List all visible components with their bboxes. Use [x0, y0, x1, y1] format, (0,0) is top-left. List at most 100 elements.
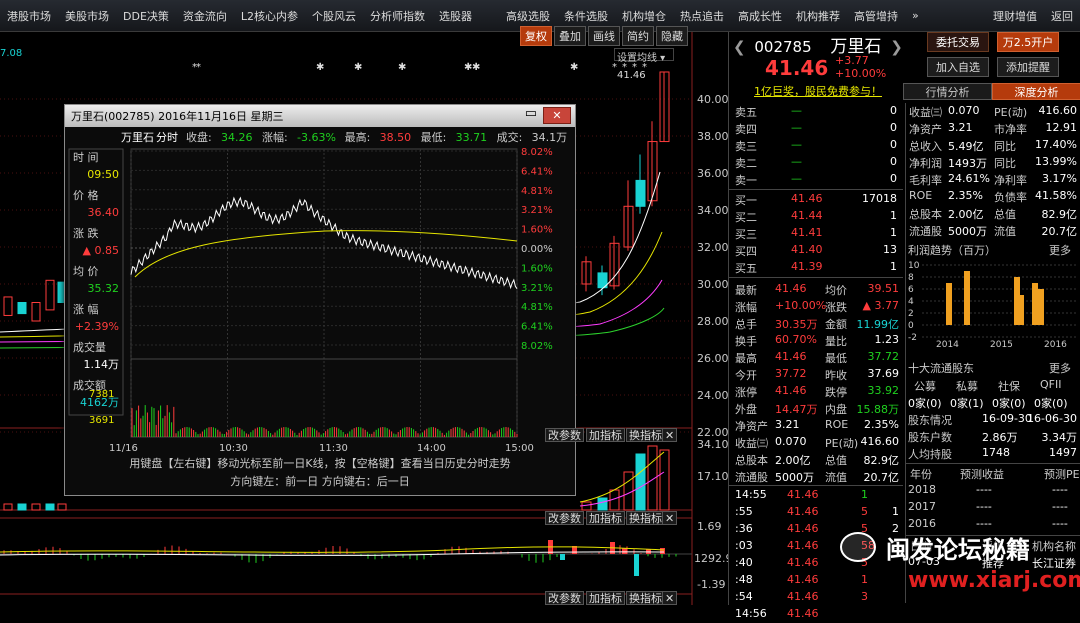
profit-trend-header: 利润趋势（百万） 更多 — [906, 241, 1080, 258]
quote-row: 外盘 14.47万 内盘 15.88万 — [729, 400, 903, 417]
add-watchlist-button[interactable]: 加入自选 — [927, 57, 989, 77]
pct-axis-tick: 3.21% — [521, 205, 553, 216]
info-label: 成交额 — [73, 378, 106, 392]
sub-panel-button-2[interactable]: 换指标 — [626, 511, 665, 525]
pct-axis-tick: 4.81% — [521, 186, 553, 197]
candle-body — [659, 71, 670, 143]
sub-panel-button-3[interactable]: ✕ — [662, 591, 678, 605]
wechat-icon — [840, 532, 876, 562]
menu-item-10[interactable]: 机构增仓 — [622, 9, 667, 23]
menu-item-12[interactable]: 高成长性 — [738, 9, 783, 23]
book-label: 卖二 — [735, 157, 757, 170]
pct-axis-tick: 8.02% — [521, 341, 553, 352]
menu-item-11[interactable]: 热点追击 — [680, 9, 725, 23]
book-row: 卖一 — 0 — [729, 171, 903, 188]
quote-value: 2.00亿 — [775, 454, 811, 467]
holders-header: 十大流通股东 更多 — [906, 359, 1080, 376]
menu-item-6[interactable]: 分析师指数 — [370, 9, 426, 23]
pct-axis-tick: 8.02% — [521, 147, 553, 158]
fund-label: 净资产 — [909, 123, 942, 136]
sub-panel-button-1[interactable]: 加指标 — [586, 511, 625, 525]
menu-item-3[interactable]: 资金流向 — [182, 9, 227, 23]
holders-row: 股东情况 16-09-30 16-06-30 — [906, 411, 1080, 428]
sub-panel-button-3[interactable]: ✕ — [662, 511, 678, 525]
dialog-header-amt: 34.1万 — [532, 131, 568, 144]
menu-item-7[interactable]: 选股器 — [439, 9, 473, 23]
sub-panel-button-0[interactable]: 改参数 — [545, 591, 584, 605]
info-label: 时 间 — [73, 151, 99, 164]
sub-panel-button-2[interactable]: 换指标 — [626, 591, 665, 605]
toolbar-button-0[interactable]: 复权 — [520, 26, 552, 46]
dialog-header-close: 34.26 — [221, 131, 253, 144]
menu-item-2[interactable]: DDE决策 — [123, 9, 169, 23]
fund-value: 20.7亿 — [1041, 225, 1078, 238]
event-marker: ✱ — [464, 62, 472, 73]
quote-value: 0.070 — [775, 435, 807, 448]
menu-item-5[interactable]: 个股风云 — [312, 9, 357, 23]
ad-banner-link[interactable]: 1亿巨奖，股民免费参与！ — [754, 85, 882, 98]
tab-depth-analysis[interactable]: 深度分析 — [992, 83, 1080, 100]
intraday-dialog[interactable]: 万里石(002785) 2016年11月16日 星期三 ▭ ✕ 万里石 分时 收盘:… — [64, 104, 576, 496]
sub-panel-button-0[interactable]: 改参数 — [545, 511, 584, 525]
ma-setting-button[interactable]: 设置均线 ▾ — [614, 48, 674, 64]
holders-val: 0家(1) — [950, 397, 984, 410]
menu-item-9[interactable]: 条件选股 — [564, 9, 609, 23]
intraday-chart: 万里石 分时 收盘: 34.26 涨幅: -3.63% 最高: 38.50 最低: 33.71 成交… — [68, 130, 568, 488]
tick-volume: 5 — [861, 505, 868, 518]
toolbar-button-1[interactable]: 叠加 — [554, 26, 586, 46]
sub-panel-button-3[interactable]: ✕ — [662, 428, 678, 442]
sub-panel-button-1[interactable]: 加指标 — [586, 428, 625, 442]
dialog-title-bar[interactable]: 万里石(002785) 2016年11月16日 星期三 ▭ ✕ — [65, 105, 575, 127]
toolbar-button-2[interactable]: 画线 — [588, 26, 620, 46]
sub-panel-button-0[interactable]: 改参数 — [545, 428, 584, 442]
add-alert-button[interactable]: 添加提醒 — [997, 57, 1059, 77]
prev-stock-icon[interactable]: ❮ — [733, 38, 746, 56]
dialog-header-pct: -3.63% — [297, 131, 336, 144]
menu-item-4[interactable]: L2核心内参 — [240, 9, 299, 23]
fund-row: 总收入 5.49亿 同比 17.40% — [906, 137, 1080, 154]
close-icon[interactable]: ✕ — [543, 107, 571, 124]
tick-volume: 3 — [861, 590, 868, 603]
volume-bar — [57, 503, 67, 511]
tick-row: 14:56 41.46 — [729, 606, 903, 623]
profit-title: 利润趋势（百万） — [908, 244, 996, 257]
info-label: 成交量 — [73, 340, 106, 354]
quote-row: 换手 60.70% 量比 1.23 — [729, 332, 903, 349]
profit-more-link: 更多 — [1049, 244, 1071, 257]
menu-item-15[interactable]: » — [912, 9, 919, 22]
menu-item-13[interactable]: 机构推荐 — [796, 9, 841, 23]
menu-right-1[interactable]: 返回 — [1051, 9, 1073, 23]
event-marker: * — [612, 62, 617, 73]
sub-panel-button-1[interactable]: 加指标 — [586, 591, 625, 605]
open-account-button[interactable]: 万2.5开户 — [997, 32, 1059, 52]
toolbar-button-3[interactable]: 简约 — [622, 26, 654, 46]
quote-label: 昨收 — [825, 369, 847, 382]
toolbar-button-4[interactable]: 隐藏 — [656, 26, 688, 46]
tab-market-analysis[interactable]: 行情分析 — [903, 83, 992, 100]
minimize-icon[interactable]: ▭ — [524, 106, 537, 121]
tick-time: :48 — [735, 573, 753, 586]
menu-item-0[interactable]: 港股市场 — [7, 9, 51, 23]
menu-item-8[interactable]: 高级选股 — [506, 9, 551, 23]
next-stock-icon[interactable]: ❯ — [890, 38, 903, 56]
menu-item-14[interactable]: 高管增持 — [854, 9, 899, 23]
event-marker: * — [622, 62, 627, 73]
tick-time: :40 — [735, 556, 753, 569]
quote-value: 416.60 — [860, 435, 900, 448]
tick-price: 41.46 — [787, 590, 819, 603]
profit-ytick: 8 — [908, 273, 914, 283]
sub-panel-button-2[interactable]: 换指标 — [626, 428, 665, 442]
candle-body — [647, 141, 658, 202]
fund-value: 82.9亿 — [1041, 208, 1078, 221]
tick-volume: 1 — [861, 488, 868, 501]
forecast-col: 预测收益 — [960, 468, 1004, 481]
fund-row: 收益㈢ 0.070 PE(动) 416.60 — [906, 103, 1080, 120]
book-price: — — [791, 172, 802, 185]
menu-item-1[interactable]: 美股市场 — [65, 9, 109, 23]
trade-button[interactable]: 委托交易 — [927, 32, 989, 52]
fund-row: 流通股 5000万 流值 20.7亿 — [906, 222, 1080, 239]
fund-value: 3.17% — [1042, 172, 1077, 185]
fund-label: PE(动) — [994, 106, 1028, 119]
menu-right-0[interactable]: 理财增值 — [993, 9, 1037, 23]
price-axis-tick: 22.00 — [697, 426, 728, 439]
